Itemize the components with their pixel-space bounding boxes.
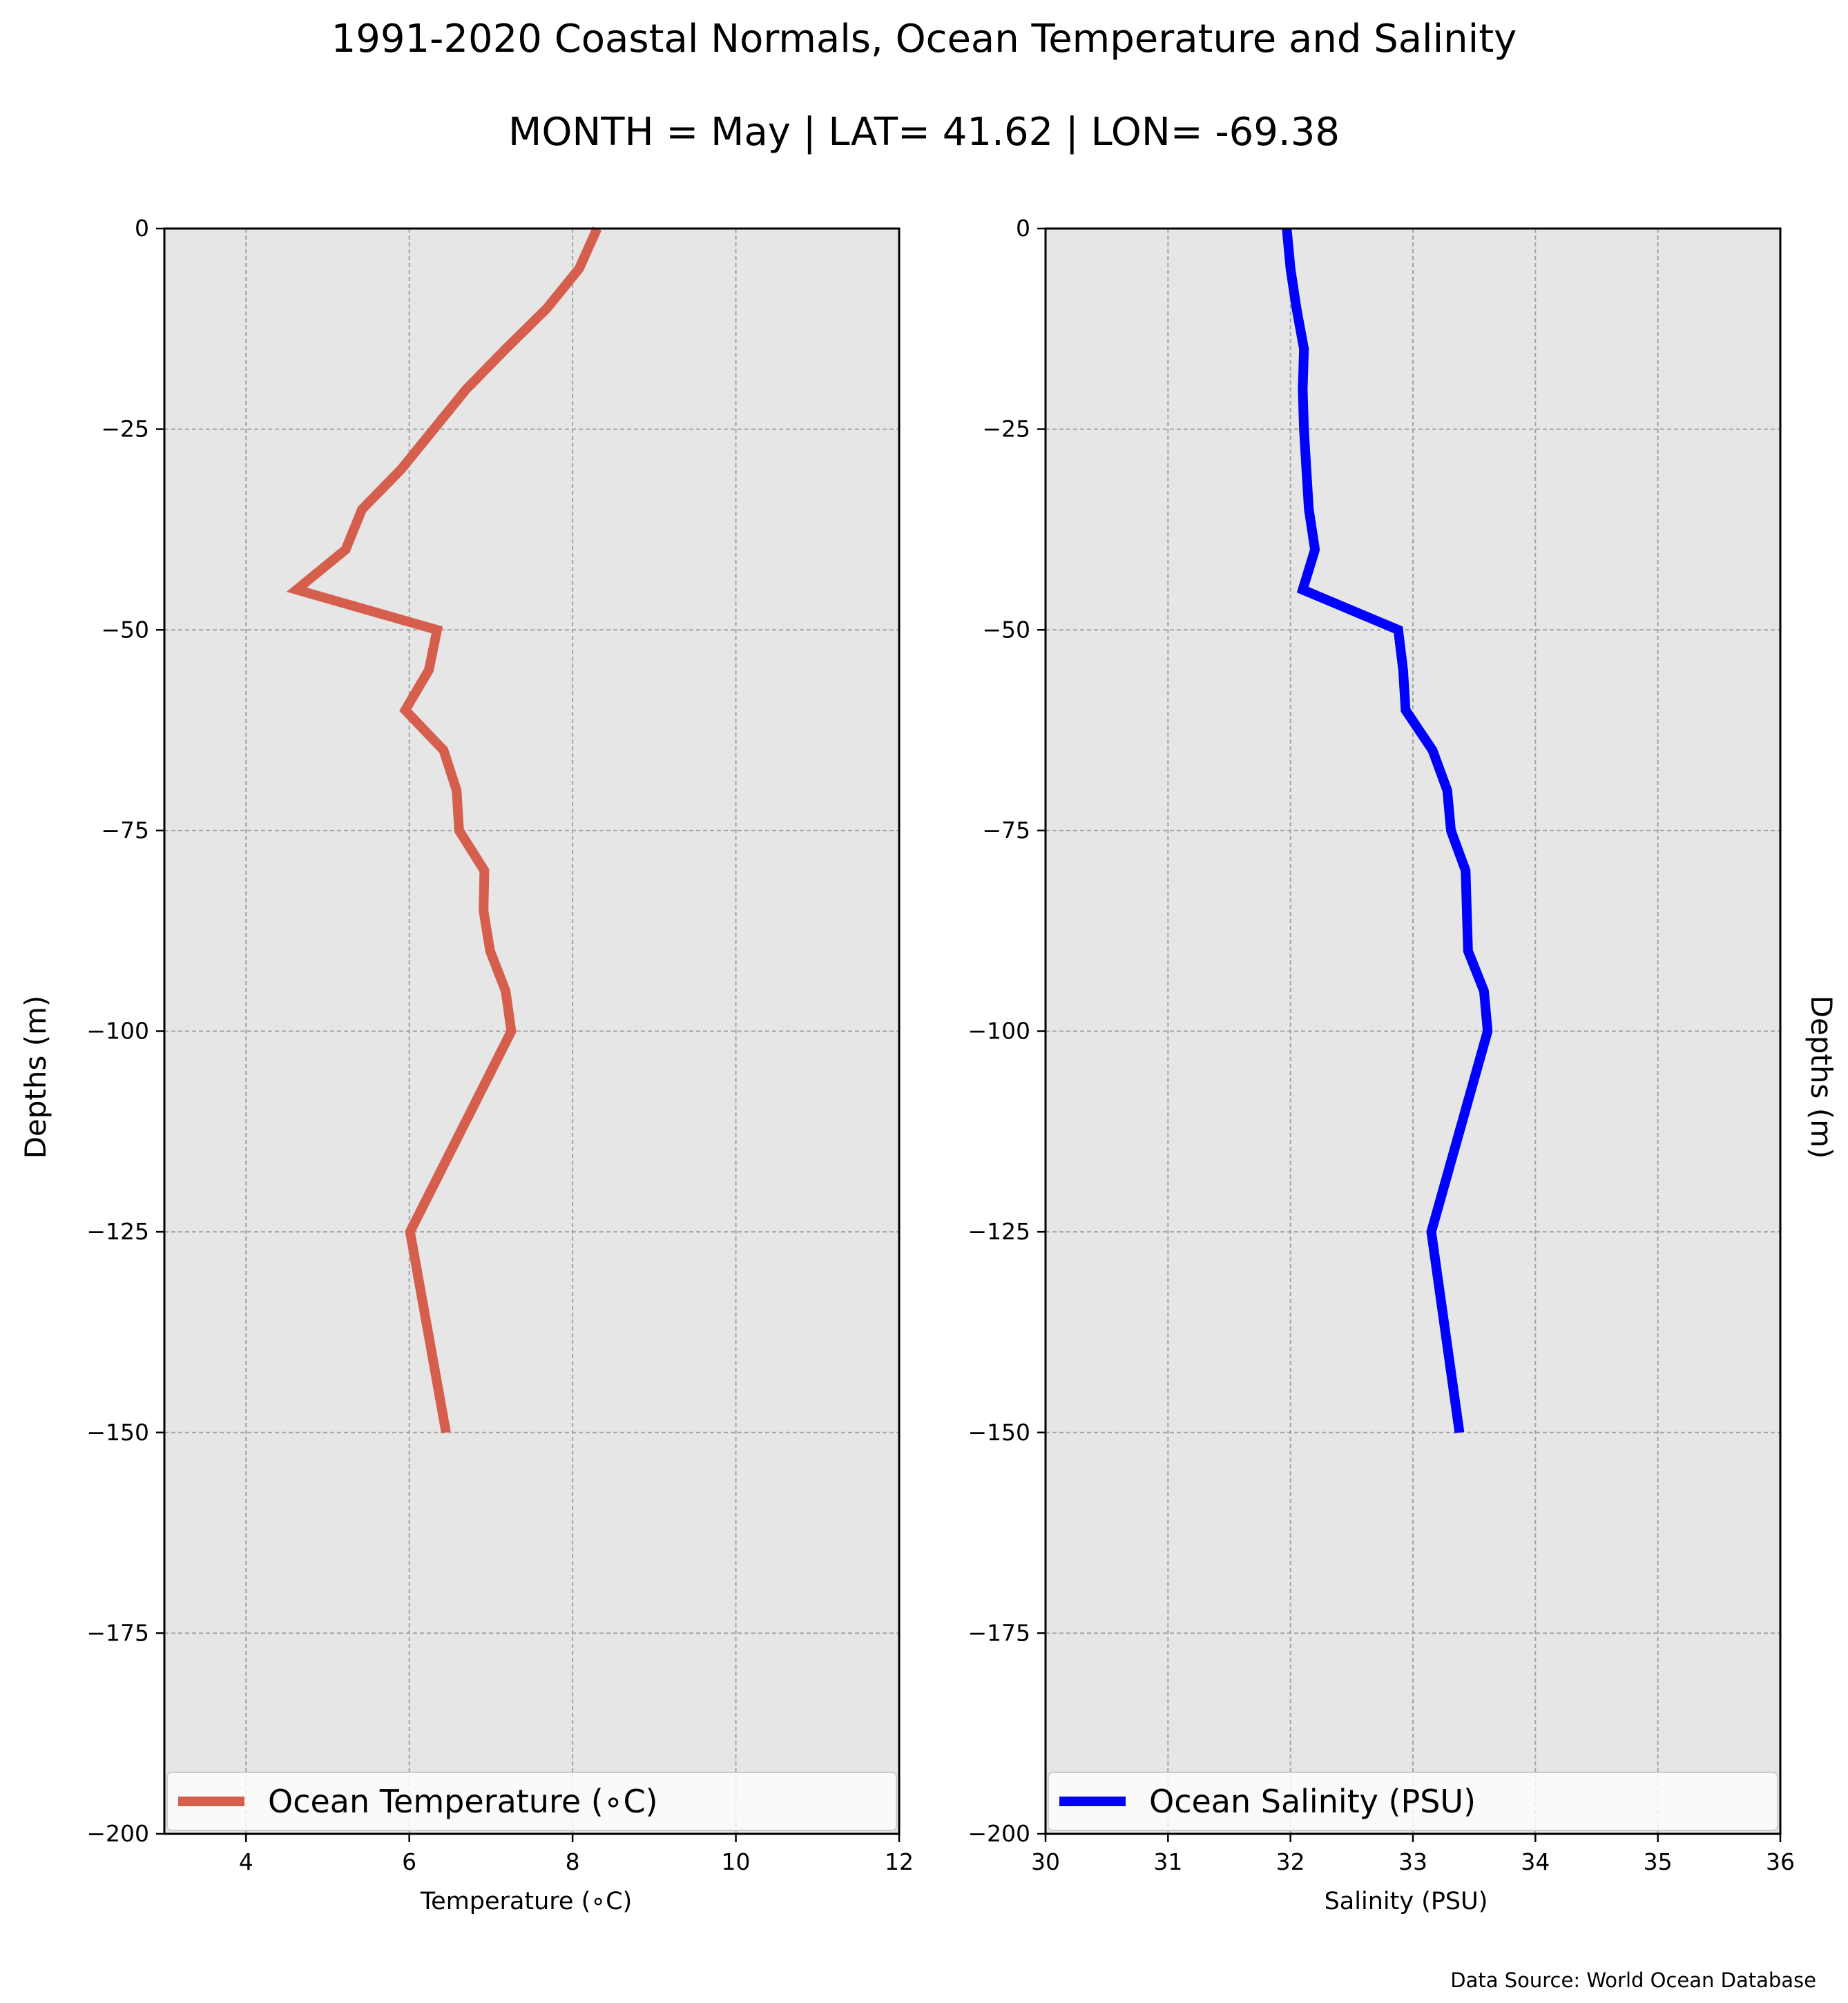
temperature-x-tick-label: 4 — [239, 1848, 253, 1875]
salinity-legend-label: Ocean Salinity (PSU) — [1149, 1783, 1476, 1820]
chart-subtitle: MONTH = May | LAT= 41.62 | LON= -69.38 — [508, 110, 1340, 155]
salinity-legend-box — [1048, 1772, 1778, 1831]
chart-title: 1991-2020 Coastal Normals, Ocean Tempera… — [331, 17, 1517, 61]
temperature-y-tick-label: 0 — [135, 215, 149, 242]
temperature-y-tick-label: −125 — [86, 1218, 149, 1245]
salinity-y-tick-label: −200 — [968, 1820, 1030, 1847]
temperature-y-tick-label: −150 — [86, 1419, 149, 1446]
salinity-x-tick-label: 31 — [1153, 1848, 1182, 1875]
temperature-y-tick-label: −200 — [86, 1820, 149, 1847]
temperature-x-tick-label: 12 — [885, 1848, 914, 1875]
left-y-axis-label: Depths (m) — [19, 996, 52, 1159]
temperature-x-tick-label: 8 — [566, 1848, 580, 1875]
salinity-panel: 30 31 32 33 34 35 36 0 −25 −50 −75 −100 −125 −150 −175… — [968, 215, 1795, 1875]
temperature-x-axis-label: Temperature (∘C) — [420, 1888, 633, 1915]
temperature-y-tick-label: −100 — [86, 1018, 149, 1045]
temperature-y-tick-label: −50 — [101, 616, 149, 643]
salinity-y-tick-label: −100 — [968, 1018, 1030, 1045]
temperature-y-tick-label: −75 — [101, 817, 149, 844]
temperature-series-line — [286, 226, 601, 1434]
temperature-y-tick-label: −175 — [86, 1619, 149, 1646]
temperature-x-tick-label: 6 — [402, 1848, 416, 1875]
salinity-y-tick-label: −150 — [968, 1419, 1030, 1446]
salinity-series-line — [1282, 228, 1493, 1433]
salinity-y-tick-label: −50 — [982, 616, 1030, 643]
salinity-x-tick-label: 30 — [1031, 1848, 1060, 1875]
data-source-note: Data Source: World Ocean Database — [1450, 1968, 1816, 1992]
temperature-legend-box — [166, 1772, 897, 1831]
salinity-x-tick-label: 32 — [1276, 1848, 1305, 1875]
right-y-axis-label: Depths (m) — [1804, 996, 1838, 1159]
salinity-x-tick-label: 34 — [1521, 1848, 1550, 1875]
salinity-y-tick-label: −25 — [982, 416, 1030, 443]
temperature-y-tick-label: −25 — [101, 416, 149, 443]
salinity-y-tick-label: −75 — [982, 817, 1030, 844]
salinity-x-tick-label: 33 — [1398, 1848, 1427, 1875]
temperature-x-tick-label: 10 — [722, 1848, 751, 1875]
salinity-x-tick-label: 35 — [1644, 1848, 1673, 1875]
salinity-x-tick-label: 36 — [1766, 1848, 1795, 1875]
salinity-y-tick-label: −175 — [968, 1619, 1030, 1646]
temperature-panel: 4 6 8 10 12 0 −25 −50 −75 −100 −125 −150 −175 −200 Oce… — [86, 215, 914, 1875]
temperature-legend-label: Ocean Temperature (∘C) — [268, 1783, 658, 1820]
salinity-y-tick-label: 0 — [1016, 215, 1030, 242]
salinity-x-axis-label: Salinity (PSU) — [1325, 1888, 1488, 1915]
salinity-y-tick-label: −125 — [968, 1218, 1030, 1245]
